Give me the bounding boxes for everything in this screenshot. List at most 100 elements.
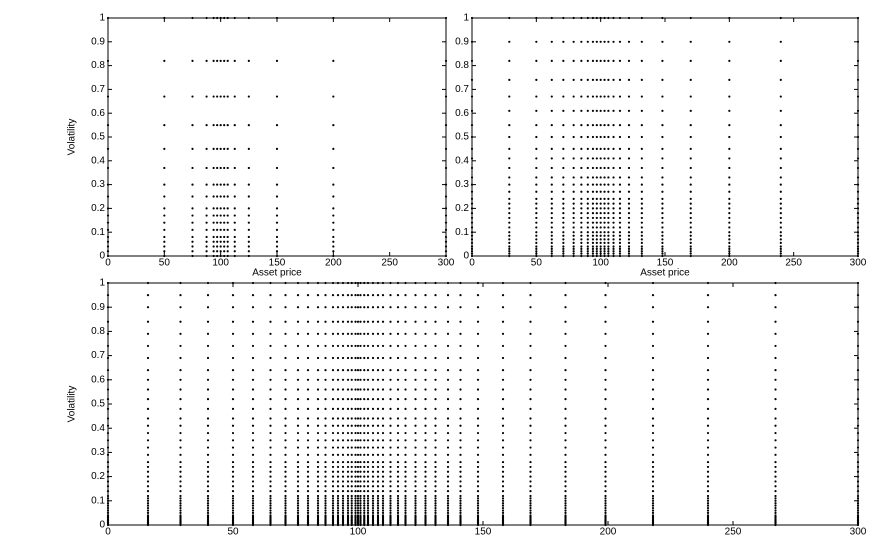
- grid-node: [206, 369, 210, 372]
- grid-node: [586, 95, 589, 98]
- grid-node: [223, 214, 226, 217]
- grid-node: [251, 388, 255, 391]
- y-tick-label: 0.5: [455, 132, 469, 143]
- grid-node: [296, 465, 300, 469]
- grid-node: [354, 378, 357, 381]
- grid-node: [269, 509, 272, 512]
- grid-node: [179, 424, 182, 427]
- grid-node: [371, 388, 375, 391]
- grid-node: [363, 494, 366, 498]
- grid-node: [508, 202, 511, 205]
- grid-node: [591, 78, 595, 81]
- grid-node: [332, 183, 335, 186]
- grid-node: [706, 439, 710, 442]
- grid-node: [316, 506, 320, 510]
- grid-node: [346, 424, 350, 427]
- grid-node: [562, 238, 565, 241]
- grid-node: [269, 497, 272, 500]
- grid-node: [350, 465, 353, 469]
- grid-node: [179, 407, 182, 410]
- grid-node: [350, 460, 353, 464]
- grid-node: [219, 147, 222, 150]
- grid-node: [774, 506, 777, 510]
- grid-node: [508, 135, 511, 139]
- grid-node: [356, 494, 360, 498]
- grid-node: [595, 231, 598, 234]
- grid-node: [381, 320, 385, 323]
- grid-node: [607, 207, 610, 210]
- grid-node: [179, 378, 182, 381]
- grid-node: [296, 494, 300, 498]
- y-tick-label: 0.6: [91, 374, 105, 385]
- grid-node: [381, 446, 385, 449]
- grid-node: [366, 470, 370, 473]
- grid-node: [562, 241, 565, 245]
- grid-node: [580, 252, 583, 255]
- grid-node: [604, 398, 607, 401]
- grid-node: [146, 398, 150, 401]
- grid-node: [371, 470, 375, 473]
- y-tick-label: 0.2: [91, 471, 105, 482]
- grid-node: [572, 202, 575, 205]
- grid-node: [396, 398, 400, 401]
- grid-node: [269, 356, 272, 360]
- grid-node: [612, 226, 615, 229]
- grid-node: [689, 157, 692, 160]
- grid-node: [604, 294, 607, 297]
- grid-node: [446, 502, 450, 505]
- grid-node: [661, 250, 664, 253]
- grid-node: [459, 485, 462, 488]
- grid-node: [599, 207, 602, 210]
- grid-node: [381, 453, 385, 456]
- grid-node: [324, 378, 327, 381]
- grid-node: [396, 494, 400, 498]
- grid-node: [324, 417, 327, 420]
- grid-node: [564, 446, 567, 449]
- grid-node: [356, 356, 360, 360]
- grid-node: [414, 424, 417, 427]
- grid-node: [275, 95, 279, 98]
- grid-node: [371, 306, 375, 309]
- grid-node: [501, 446, 505, 449]
- grid-node: [424, 453, 427, 456]
- grid-node: [535, 238, 538, 241]
- grid-node: [366, 490, 370, 493]
- grid-node: [363, 485, 366, 488]
- grid-node: [350, 320, 353, 323]
- grid-node: [604, 417, 607, 420]
- grid-node: [640, 231, 643, 234]
- grid-node: [706, 424, 710, 427]
- grid-node: [627, 135, 631, 139]
- grid-node: [434, 514, 437, 517]
- grid-node: [363, 514, 366, 517]
- grid-node: [595, 40, 598, 43]
- grid-node: [389, 431, 392, 435]
- grid-node: [366, 465, 370, 469]
- grid-node: [728, 245, 731, 248]
- grid-node: [424, 509, 427, 512]
- grid-node: [586, 216, 589, 220]
- grid-node: [206, 509, 210, 512]
- grid-node: [706, 506, 710, 510]
- grid-node: [446, 439, 450, 442]
- grid-node: [774, 332, 777, 335]
- grid-node: [661, 78, 664, 81]
- grid-node: [350, 497, 353, 500]
- grid-node: [476, 470, 480, 473]
- grid-node: [580, 95, 583, 98]
- grid-node: [627, 221, 631, 224]
- y-tick-label: 0.1: [91, 227, 105, 238]
- grid-node: [603, 95, 606, 98]
- grid-node: [316, 439, 320, 442]
- grid-node: [359, 480, 362, 483]
- grid-node: [341, 294, 345, 297]
- grid-node: [640, 252, 643, 255]
- grid-node: [366, 475, 370, 478]
- grid-node: [306, 446, 310, 449]
- grid-node: [251, 306, 255, 309]
- grid-node: [424, 356, 427, 360]
- grid-node: [284, 306, 287, 309]
- grid-node: [363, 398, 366, 401]
- grid-node: [376, 332, 380, 335]
- grid-node: [296, 446, 300, 449]
